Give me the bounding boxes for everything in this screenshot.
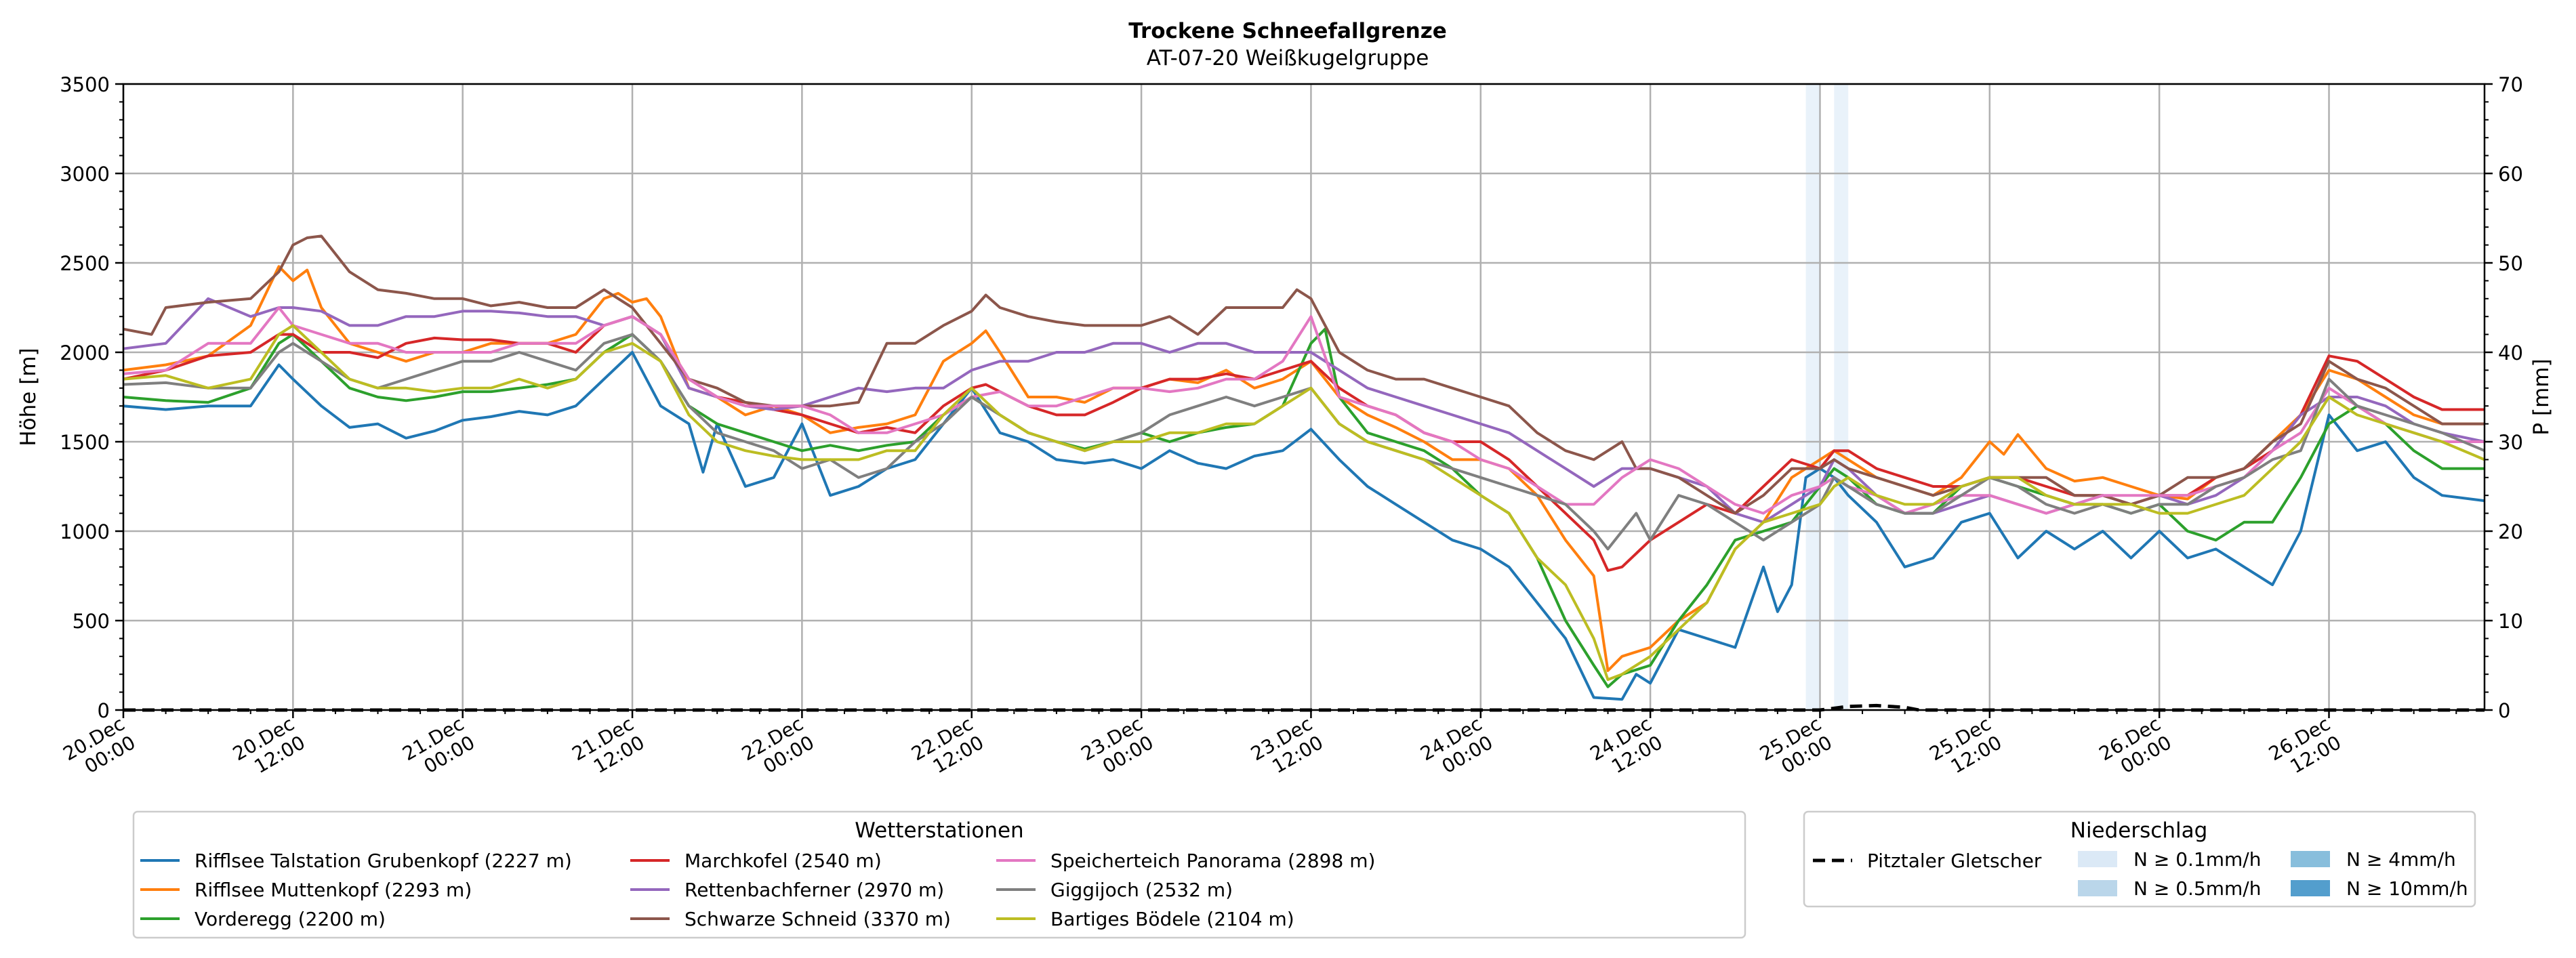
precip-shading [1805, 84, 1849, 710]
precip-legend-label: Pitztaler Gletscher [1867, 850, 2042, 872]
y-right-tick-label: 60 [2498, 163, 2523, 186]
legend-label: Rifflsee Muttenkopf (2293 m) [195, 879, 472, 901]
precip-band-swatch [2291, 880, 2330, 896]
precip-band-label: N ≥ 0.1mm/h [2133, 848, 2261, 871]
chart-title: Trockene Schneefallgrenze [1128, 19, 1447, 43]
y-right-tick-label: 30 [2498, 431, 2523, 454]
y-tick-label: 1000 [60, 520, 110, 543]
precip-band-swatch [2291, 851, 2330, 867]
precip-band-swatch [2078, 880, 2117, 896]
legend-label: Marchkofel (2540 m) [684, 850, 882, 872]
series-line-0 [123, 351, 2485, 701]
series-line-2 [123, 327, 2485, 688]
series-line-8 [123, 324, 2485, 682]
legend-label: Schwarze Schneid (3370 m) [684, 908, 951, 930]
legend-label: Rettenbachferner (2970 m) [684, 879, 944, 901]
station-legend-frame [132, 810, 1746, 939]
data-series [123, 234, 2485, 701]
y-axis-right-label: P [mm] [2529, 358, 2554, 435]
y-right-tick-label: 50 [2498, 252, 2523, 275]
y-right-tick-label: 10 [2498, 610, 2523, 633]
chart-subtitle: AT-07-20 Weißkugelgruppe [1147, 46, 1429, 70]
y-right-tick-label: 40 [2498, 341, 2523, 365]
series-line-5 [123, 234, 2485, 515]
legend-label: Bartiges Bödele (2104 m) [1050, 908, 1294, 930]
series-line-4 [123, 297, 2485, 524]
plot-frame [122, 83, 2486, 711]
y-right-tick-label: 0 [2498, 699, 2510, 722]
y-tick-label: 3500 [60, 73, 110, 96]
y-right-tick-label: 20 [2498, 520, 2523, 543]
y-tick-label: 2500 [60, 252, 110, 275]
grid-lines [122, 83, 2485, 711]
y-right-tick-label: 70 [2498, 73, 2523, 96]
y-axis-label: Höhe [m] [16, 348, 41, 446]
y-axis-left: 0 500 1000 1500 2000 2500 3000 3500 [60, 73, 123, 722]
precip-band-label: N ≥ 10mm/h [2346, 877, 2468, 900]
precip-legend-title: Niederschlag [2070, 818, 2208, 843]
legend-label: Speicherteich Panorama (2898 m) [1050, 850, 1375, 872]
y-tick-label: 1500 [60, 431, 110, 454]
precip-shading-0 [1805, 84, 1820, 710]
precip-band-label: N ≥ 0.5mm/h [2133, 877, 2261, 900]
series-line-6 [123, 306, 2485, 515]
legend-label: Vorderegg (2200 m) [195, 908, 386, 930]
y-axis-right: 0 10 20 30 40 50 60 70 [2485, 73, 2523, 722]
station-legend: Wetterstationen Rifflsee Talstation Grub… [132, 810, 1746, 939]
legend-label: Rifflsee Talstation Grubenkopf (2227 m) [195, 850, 572, 872]
y-tick-label: 3000 [60, 163, 110, 186]
station-legend-title: Wetterstationen [855, 818, 1023, 843]
precip-band-label: N ≥ 4mm/h [2346, 848, 2456, 871]
series-line-3 [123, 315, 2485, 572]
y-tick-label: 500 [73, 610, 110, 633]
precip-band-swatch [2078, 851, 2117, 867]
y-tick-label: 2000 [60, 341, 110, 365]
precip-shading-1 [1834, 84, 1849, 710]
y-tick-label: 0 [98, 699, 110, 722]
precip-legend: Niederschlag Pitztaler Gletscher N ≥ 0.1m… [1803, 810, 2476, 908]
legend-label: Giggijoch (2532 m) [1050, 879, 1233, 901]
